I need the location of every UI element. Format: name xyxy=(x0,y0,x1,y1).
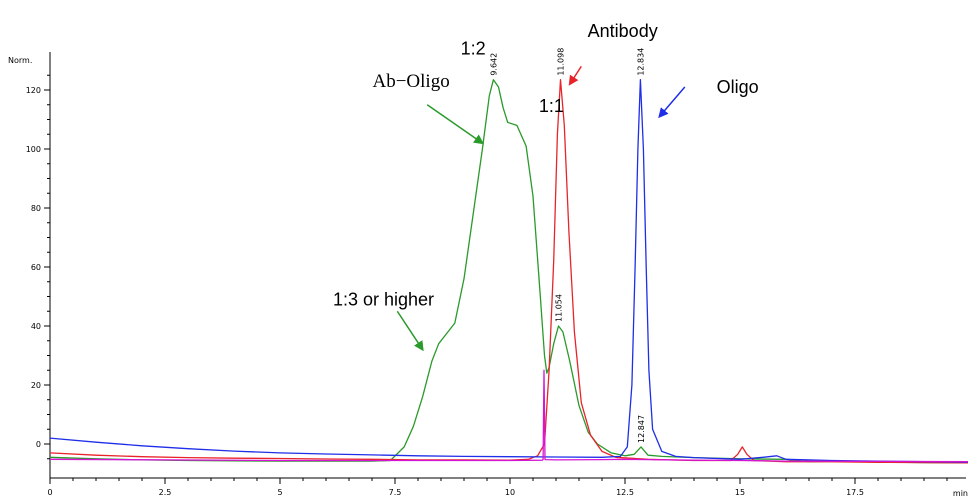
series-layer xyxy=(49,79,968,464)
y-tick-label: 20 xyxy=(31,381,41,390)
annotation-label: 1:3 or higher xyxy=(333,289,434,309)
peak-label: 12.834 xyxy=(636,48,645,76)
peak-label: 12.847 xyxy=(637,415,646,443)
x-axis-title: min xyxy=(953,489,968,498)
series-line-1 xyxy=(49,79,968,464)
annotation-label: Oligo xyxy=(717,77,759,97)
series-line-3 xyxy=(49,79,968,463)
annotation-label: Antibody xyxy=(588,21,658,41)
annotation-label: Ab−Oligo xyxy=(372,71,449,92)
x-tick-label: 10 xyxy=(505,488,515,497)
annotation-label: 1:1 xyxy=(539,96,564,116)
x-tick-label: 5 xyxy=(277,488,282,497)
x-tick-label: 12.5 xyxy=(616,488,634,497)
annotation-arrow xyxy=(426,104,485,145)
annotation-arrow xyxy=(658,86,686,119)
x-tick-label: 17.5 xyxy=(846,488,864,497)
series-line-4 xyxy=(49,369,968,463)
series-line-2 xyxy=(49,79,968,464)
annotation-arrow xyxy=(396,310,424,352)
y-tick-label: 80 xyxy=(31,204,41,213)
peak-label: 9.642 xyxy=(490,53,499,76)
y-tick-label: 100 xyxy=(26,145,41,154)
y-axis-title: Norm. xyxy=(8,56,32,65)
peak-label: 11.054 xyxy=(554,294,563,322)
y-tick-label: 0 xyxy=(36,440,41,449)
y-tick-label: 120 xyxy=(26,86,41,95)
y-axis-ticks: 0 20 40 60 80 100 120 xyxy=(26,74,50,460)
x-tick-label: 15 xyxy=(735,488,745,497)
x-axis-ticks: 0 2.5 5 7.5 10 12.5 15 17.5 xyxy=(47,478,948,497)
x-tick-label: 2.5 xyxy=(159,488,172,497)
annotations: Antibody 1:2 Ab−Oligo 1:1 Oligo 1:3 or higher xyxy=(333,21,759,352)
annotation-label: 1:2 xyxy=(461,39,486,59)
peak-labels: 9.642 11.098 12.834 11.054 12.847 xyxy=(490,48,646,443)
peak-label: 11.098 xyxy=(557,48,566,76)
x-tick-label: 0 xyxy=(47,488,52,497)
y-tick-label: 60 xyxy=(31,263,41,272)
annotation-arrow xyxy=(568,65,582,86)
y-tick-label: 40 xyxy=(31,322,41,331)
x-tick-label: 7.5 xyxy=(389,488,402,497)
